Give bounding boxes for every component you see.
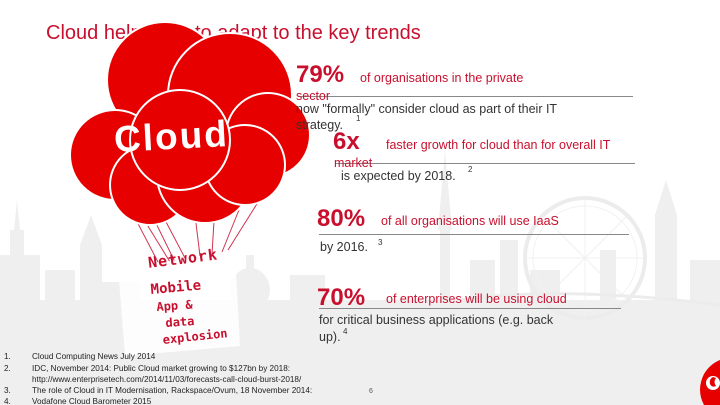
page-number: 6	[369, 388, 373, 395]
stat-6x-footnote-ref: 2	[468, 165, 473, 174]
stat-80-figure: 80%	[317, 205, 366, 232]
stat-79-text-2: sector	[296, 89, 331, 103]
stat-79-text: of organisations in the private	[360, 71, 524, 85]
stat-70-text-3: up).	[319, 330, 341, 344]
stat-70-divider	[319, 308, 621, 309]
basket-line-app: App &	[156, 297, 194, 314]
stat-79-figure: 79%	[296, 61, 345, 88]
stat-79-footnote-ref: 1	[356, 114, 361, 123]
footnote-2-url: http://www.enterprisetech.com/2014/11/03…	[32, 375, 302, 384]
stat-70-figure: 70%	[317, 284, 366, 311]
stat-6x-text-3: is expected by 2018.	[341, 169, 456, 183]
vodafone-speech-mark-icon	[700, 360, 720, 405]
stat-6x-text: faster growth for cloud than for overall…	[386, 138, 611, 152]
stat-80-text: of all organisations will use IaaS	[381, 214, 559, 228]
stat-6x-divider	[335, 163, 635, 164]
stat-70-text: of enterprises will be using cloud	[386, 292, 567, 306]
stat-6x-text-2: market	[334, 156, 373, 170]
stat-70-text-2: for critical business applications (e.g.…	[319, 313, 554, 327]
stat-79-text-3: now "formally" consider cloud as part of…	[296, 102, 558, 116]
balloon-cluster	[69, 21, 311, 226]
footnote-3: 3. The role of Cloud in IT Modernisation,…	[4, 386, 313, 395]
stat-80-footnote-ref: 3	[378, 238, 383, 247]
basket-line-data: data	[165, 313, 195, 330]
stat-79-text-4: strategy.	[296, 118, 344, 132]
stat-70-footnote-ref: 4	[343, 327, 348, 336]
balloon-label: Cloud	[113, 112, 230, 160]
stat-80-text-2: by 2016.	[320, 240, 368, 254]
stat-80-divider	[319, 234, 629, 235]
balloon-basket	[118, 252, 240, 356]
footnote-2: 2. IDC, November 2014: Public Cloud marke…	[4, 364, 291, 373]
stat-6x-figure: 6x	[333, 128, 360, 155]
footnote-4: 4. Vodafone Cloud Barometer 2015	[4, 397, 152, 405]
stat-79-divider	[298, 96, 633, 97]
footnote-1: 1. Cloud Computing News July 2014	[4, 352, 156, 361]
